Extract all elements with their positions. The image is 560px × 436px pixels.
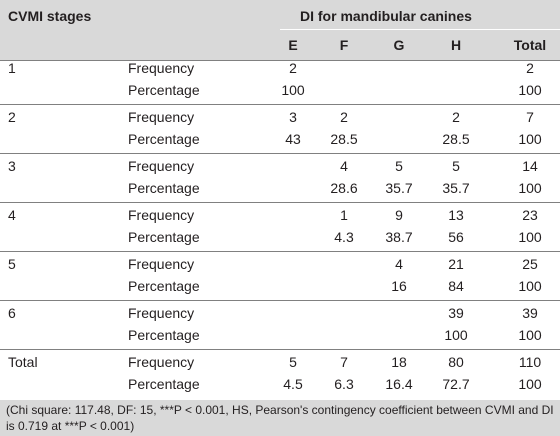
header-bottom-rule — [0, 60, 560, 61]
cell-value: 7 — [526, 109, 534, 125]
cell-value: 100 — [518, 229, 542, 245]
row-label: Frequency — [128, 109, 195, 125]
cell-value: 100 — [518, 131, 542, 147]
cell-value: 28.5 — [442, 131, 470, 147]
cell-value: 18 — [391, 354, 407, 370]
cell-value: 25 — [522, 256, 538, 272]
group-rule — [0, 153, 560, 154]
row-label: Frequency — [128, 354, 195, 370]
cell-value: 2 — [289, 60, 297, 76]
cell-value: 6.3 — [334, 376, 354, 392]
cell-value: 28.6 — [330, 180, 358, 196]
cell-value: 38.7 — [385, 229, 413, 245]
cell-value: 39 — [448, 305, 464, 321]
header-background — [0, 0, 560, 60]
cell-value: 80 — [448, 354, 464, 370]
cell-value: 100 — [518, 327, 542, 343]
row-label: Percentage — [128, 376, 200, 392]
row-label: Frequency — [128, 305, 195, 321]
group-rule — [0, 251, 560, 252]
stage-label: 2 — [8, 109, 16, 125]
stage-label: 3 — [8, 158, 16, 174]
cell-value: 13 — [448, 207, 464, 223]
row-label: Frequency — [128, 207, 195, 223]
row-label: Frequency — [128, 158, 195, 174]
column-header: G — [393, 37, 405, 53]
cell-value: 72.7 — [442, 376, 470, 392]
cell-value: 100 — [518, 278, 542, 294]
cell-value: 16 — [391, 278, 407, 294]
footnote-background — [0, 400, 560, 436]
column-header: Total — [513, 37, 547, 53]
row-label: Percentage — [128, 229, 200, 245]
cell-value: 7 — [340, 354, 348, 370]
cell-value: 100 — [518, 82, 542, 98]
cell-value: 100 — [518, 376, 542, 392]
footnote: (Chi square: 117.48, DF: 15, ***P < 0.00… — [6, 403, 554, 433]
cell-value: 100 — [518, 180, 542, 196]
group-rule — [0, 349, 560, 350]
row-label: Percentage — [128, 278, 200, 294]
cell-value: 1 — [340, 207, 348, 223]
cell-value: 35.7 — [442, 180, 470, 196]
cell-value: 100 — [281, 82, 305, 98]
group-rule — [0, 300, 560, 301]
cell-value: 4 — [395, 256, 403, 272]
row-label: Percentage — [128, 82, 200, 98]
row-label: Frequency — [128, 256, 195, 272]
cell-value: 56 — [448, 229, 464, 245]
cell-value: 4.3 — [334, 229, 354, 245]
stage-label: 6 — [8, 305, 16, 321]
cell-value: 5 — [289, 354, 297, 370]
cell-value: 5 — [395, 158, 403, 174]
cell-value: 100 — [444, 327, 468, 343]
column-header: F — [339, 37, 349, 53]
cell-value: 28.5 — [330, 131, 358, 147]
stage-label: 5 — [8, 256, 16, 272]
stage-label: 4 — [8, 207, 16, 223]
cell-value: 23 — [522, 207, 538, 223]
group-rule — [0, 202, 560, 203]
row-label: Percentage — [128, 180, 200, 196]
stage-label: 1 — [8, 60, 16, 76]
cell-value: 14 — [522, 158, 538, 174]
cell-value: 4 — [340, 158, 348, 174]
cell-value: 21 — [448, 256, 464, 272]
column-header: E — [288, 37, 298, 53]
row-label: Percentage — [128, 131, 200, 147]
cell-value: 39 — [522, 305, 538, 321]
cell-value: 2 — [526, 60, 534, 76]
cell-value: 9 — [395, 207, 403, 223]
group-header: DI for mandibular canines — [300, 8, 472, 24]
cell-value: 2 — [452, 109, 460, 125]
cell-value: 16.4 — [385, 376, 413, 392]
column-header: H — [450, 37, 462, 53]
row-label: Percentage — [128, 327, 200, 343]
group-rule — [0, 104, 560, 105]
cell-value: 2 — [340, 109, 348, 125]
stage-header: CVMI stages — [8, 8, 92, 24]
row-label: Frequency — [128, 60, 195, 76]
cell-value: 84 — [448, 278, 464, 294]
cell-value: 110 — [518, 354, 542, 370]
stage-label: Total — [8, 354, 38, 370]
cell-value: 4.5 — [283, 376, 303, 392]
cell-value: 3 — [289, 109, 297, 125]
cell-value: 35.7 — [385, 180, 413, 196]
cell-value: 43 — [285, 131, 301, 147]
cell-value: 5 — [452, 158, 460, 174]
header-rule — [280, 29, 560, 30]
